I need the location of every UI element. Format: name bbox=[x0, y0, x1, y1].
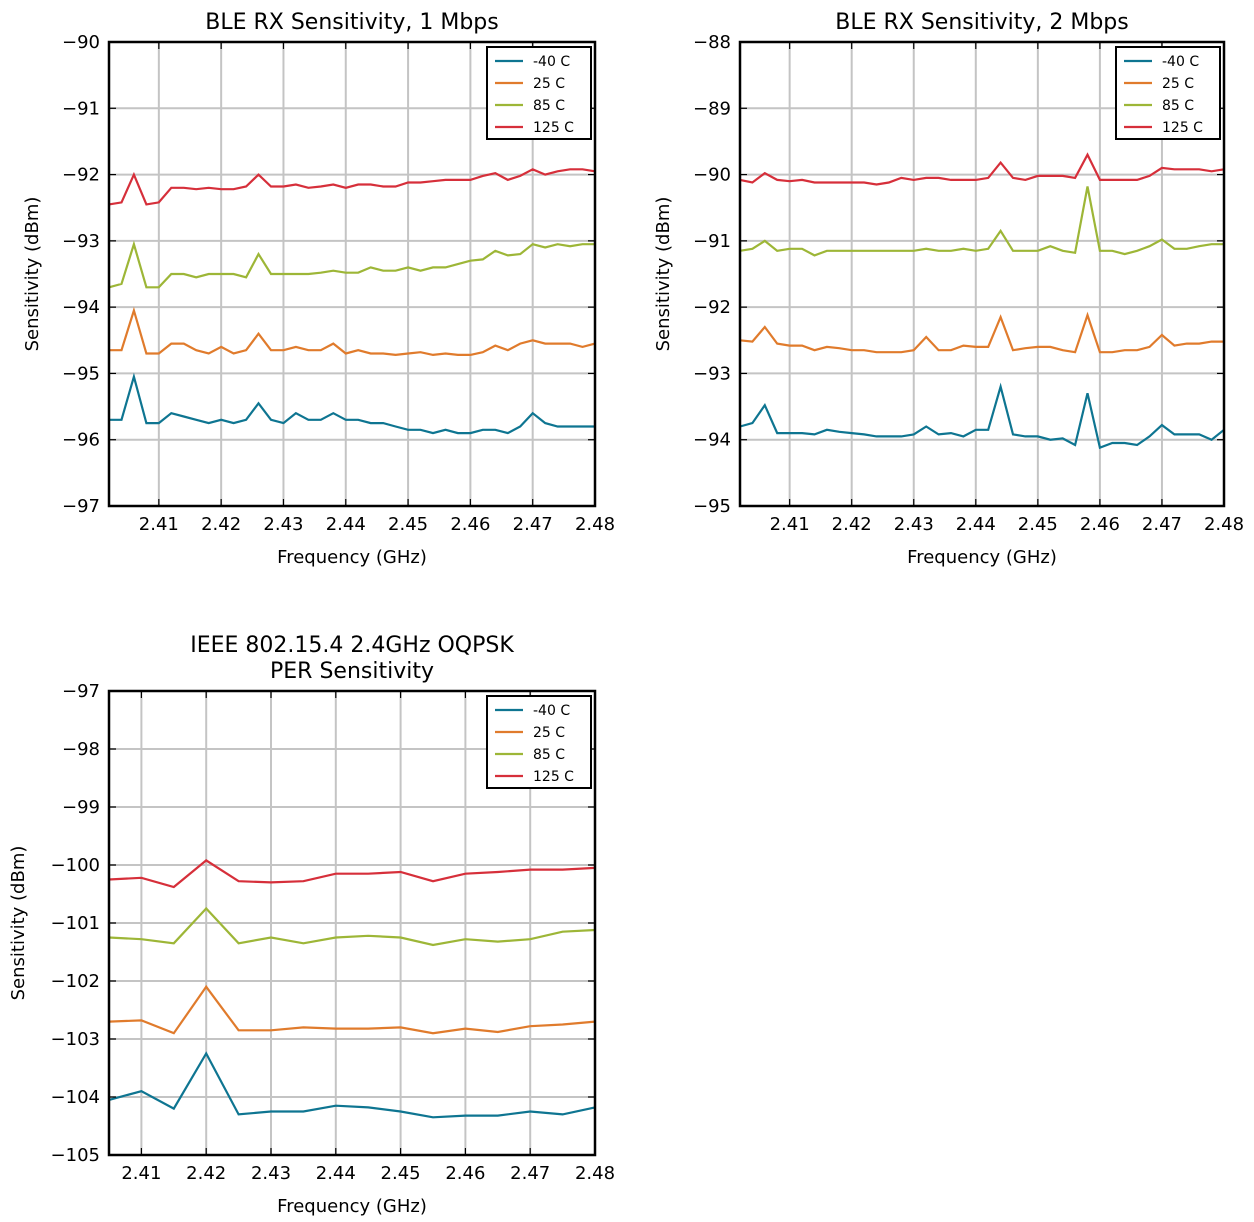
x-tick-label: 2.43 bbox=[894, 514, 934, 535]
x-axis-label: Frequency (GHz) bbox=[277, 1196, 427, 1217]
y-tick-label: −104 bbox=[51, 1087, 100, 1108]
x-tick-label: 2.44 bbox=[326, 514, 366, 535]
y-tick-label: −92 bbox=[62, 165, 100, 186]
y-tick-label: −100 bbox=[51, 855, 100, 876]
chart-title: BLE RX Sensitivity, 1 Mbps bbox=[205, 10, 498, 35]
legend-label: 125 C bbox=[533, 769, 574, 785]
y-tick-label: −103 bbox=[51, 1029, 100, 1050]
x-tick-label: 2.42 bbox=[201, 514, 241, 535]
legend: -40 C 25 C 85 C 125 C bbox=[486, 695, 592, 789]
y-tick-label: −99 bbox=[62, 797, 100, 818]
series-line-1 bbox=[109, 372, 595, 435]
legend-label: 25 C bbox=[533, 76, 565, 92]
x-tick-label: 2.47 bbox=[1142, 514, 1182, 535]
x-tick-label: 2.43 bbox=[263, 514, 303, 535]
y-axis-label: Sensitivity (dBm) bbox=[22, 197, 43, 352]
series-line-4 bbox=[108, 859, 596, 889]
x-tick-label: 2.45 bbox=[381, 1163, 421, 1184]
chart-title: PER Sensitivity bbox=[270, 659, 434, 684]
y-tick-label: −91 bbox=[62, 98, 100, 119]
legend: -40 C 25 C 85 C 125 C bbox=[1115, 46, 1221, 140]
series-line-2 bbox=[109, 306, 596, 357]
y-tick-label: −101 bbox=[51, 913, 100, 934]
y-tick-label: −94 bbox=[62, 297, 100, 318]
legend-label: -40 C bbox=[533, 54, 570, 70]
plot-frame bbox=[738, 40, 1226, 508]
chart-3: 2.41 2.42 2.43 2.44 2.45 2.46 2.47 2.48 −105 −104… bbox=[8, 633, 615, 1217]
y-tick-label: −105 bbox=[51, 1145, 100, 1166]
series-line-3 bbox=[108, 906, 596, 947]
series-line-4 bbox=[739, 152, 1225, 186]
legend-box bbox=[486, 46, 592, 140]
series-line-3 bbox=[108, 240, 595, 289]
legend-box bbox=[486, 695, 592, 789]
series-line-4 bbox=[108, 168, 596, 206]
x-tick-label: 2.48 bbox=[575, 514, 615, 535]
x-tick-label: 2.41 bbox=[770, 514, 810, 535]
chart-title: IEEE 802.15.4 2.4GHz OQPSK bbox=[190, 633, 514, 658]
y-tick-label: −88 bbox=[693, 32, 731, 53]
y-tick-label: −93 bbox=[62, 231, 100, 252]
y-tick-label: −90 bbox=[693, 165, 731, 186]
x-tick-label: 2.46 bbox=[1080, 514, 1120, 535]
x-tick-label: 2.46 bbox=[445, 1163, 485, 1184]
chart-1: 2.41 2.42 2.43 2.44 2.45 2.46 2.47 2.48 −97 −96 −9… bbox=[22, 10, 615, 568]
x-tick-label: 2.45 bbox=[388, 514, 428, 535]
plot-frame bbox=[107, 40, 597, 508]
series-line-1 bbox=[108, 1051, 596, 1119]
x-tick-label: 2.46 bbox=[450, 514, 490, 535]
legend-box bbox=[1115, 46, 1221, 140]
series-line-3 bbox=[739, 186, 1224, 257]
y-axis-label: Sensitivity (dBm) bbox=[653, 197, 674, 352]
x-axis-label: Frequency (GHz) bbox=[277, 547, 427, 568]
series-line-2 bbox=[739, 311, 1224, 354]
legend-label: 125 C bbox=[533, 120, 574, 136]
x-tick-label: 2.42 bbox=[186, 1163, 226, 1184]
x-tick-label: 2.41 bbox=[139, 514, 179, 535]
y-tick-label: −94 bbox=[693, 430, 731, 451]
chart-title: BLE RX Sensitivity, 2 Mbps bbox=[835, 10, 1128, 35]
legend-label: 85 C bbox=[1162, 98, 1194, 114]
y-tick-label: −91 bbox=[693, 231, 731, 252]
y-tick-label: −95 bbox=[62, 363, 100, 384]
x-tick-label: 2.48 bbox=[1204, 514, 1244, 535]
chart-2: 2.41 2.42 2.43 2.44 2.45 2.46 2.47 2.48 −95 −94 −9… bbox=[653, 10, 1244, 568]
y-axis-label: Sensitivity (dBm) bbox=[8, 846, 29, 1001]
x-tick-label: 2.41 bbox=[121, 1163, 161, 1184]
legend: -40 C 25 C 85 C 125 C bbox=[486, 46, 592, 140]
x-axis-label: Frequency (GHz) bbox=[907, 547, 1057, 568]
x-tick-label: 2.43 bbox=[251, 1163, 291, 1184]
x-tick-label: 2.47 bbox=[513, 514, 553, 535]
y-tick-label: −97 bbox=[62, 681, 100, 702]
x-tick-label: 2.44 bbox=[316, 1163, 356, 1184]
legend-label: -40 C bbox=[533, 703, 570, 719]
legend-label: 85 C bbox=[533, 747, 565, 763]
x-tick-label: 2.44 bbox=[956, 514, 996, 535]
x-tick-label: 2.42 bbox=[832, 514, 872, 535]
x-tick-label: 2.48 bbox=[575, 1163, 615, 1184]
series-line-2 bbox=[108, 984, 596, 1035]
y-tick-label: −97 bbox=[62, 496, 100, 517]
y-tick-label: −90 bbox=[62, 32, 100, 53]
legend-label: -40 C bbox=[1162, 54, 1199, 70]
x-tick-label: 2.47 bbox=[510, 1163, 550, 1184]
y-tick-label: −98 bbox=[62, 739, 100, 760]
y-tick-label: −93 bbox=[693, 363, 731, 384]
y-tick-label: −95 bbox=[693, 496, 731, 517]
legend-label: 25 C bbox=[533, 725, 565, 741]
y-tick-label: −92 bbox=[693, 297, 731, 318]
legend-label: 85 C bbox=[533, 98, 565, 114]
legend-label: 125 C bbox=[1162, 120, 1203, 136]
x-tick-label: 2.45 bbox=[1018, 514, 1058, 535]
y-tick-label: −102 bbox=[51, 971, 100, 992]
series-line-1 bbox=[739, 382, 1225, 450]
y-tick-label: −96 bbox=[62, 430, 100, 451]
y-tick-label: −89 bbox=[693, 98, 731, 119]
legend-label: 25 C bbox=[1162, 76, 1194, 92]
